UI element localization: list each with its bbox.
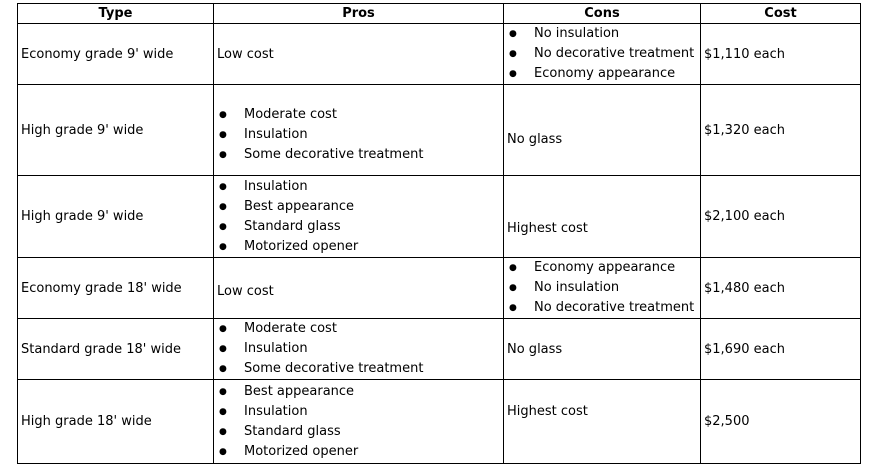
table-row: High grade 9' wide Insulation Best appea… [17, 175, 861, 258]
list-item: No decorative treatment [507, 44, 697, 64]
table-row: High grade 9' wide Moderate cost Insulat… [17, 84, 861, 176]
pros-cell: Moderate cost Insulation Some decorative… [213, 84, 504, 176]
header-pros: Pros [213, 3, 504, 24]
cons-cell: Economy appearance No insulation No deco… [503, 257, 701, 319]
comparison-table: Type Pros Cons Cost Economy grade 9' wid… [17, 3, 861, 464]
cost-cell: $1,110 each [700, 23, 861, 85]
list-item: Insulation [217, 402, 500, 422]
type-cell: Economy grade 9' wide [17, 23, 214, 85]
type-cell: Economy grade 18' wide [17, 257, 214, 319]
list-item: Some decorative treatment [217, 145, 500, 165]
header-cost: Cost [700, 3, 861, 24]
header-type: Type [17, 3, 214, 24]
type-cell: Standard grade 18' wide [17, 318, 214, 380]
list-item: Motorized opener [217, 237, 500, 257]
list-item: Economy appearance [507, 64, 697, 84]
list-item: No insulation [507, 24, 697, 44]
cons-cell: Highest cost [503, 379, 701, 464]
list-item: Moderate cost [217, 105, 500, 125]
list-item: Moderate cost [217, 319, 500, 339]
cons-cell: Highest cost [503, 175, 701, 258]
list-item: Insulation [217, 177, 500, 197]
list-item: Insulation [217, 339, 500, 359]
list-item: Some decorative treatment [217, 359, 500, 379]
list-item: Best appearance [217, 197, 500, 217]
list-item: Standard glass [217, 217, 500, 237]
type-cell: High grade 9' wide [17, 175, 214, 258]
cost-cell: $1,480 each [700, 257, 861, 319]
header-row: Type Pros Cons Cost [17, 3, 861, 24]
type-cell: High grade 18' wide [17, 379, 214, 464]
list-item: Insulation [217, 125, 500, 145]
cons-cell: No insulation No decorative treatment Ec… [503, 23, 701, 85]
list-item: Motorized opener [217, 442, 500, 462]
cost-cell: $1,320 each [700, 84, 861, 176]
list-item: Economy appearance [507, 258, 697, 278]
pros-cell: Low cost [213, 257, 504, 319]
pros-cell: Moderate cost Insulation Some decorative… [213, 318, 504, 380]
cost-cell: $2,500 [700, 379, 861, 464]
pros-cell: Best appearance Insulation Standard glas… [213, 379, 504, 464]
list-item: Best appearance [217, 382, 500, 402]
cons-cell: No glass [503, 84, 701, 176]
list-item: Standard glass [217, 422, 500, 442]
type-cell: High grade 9' wide [17, 84, 214, 176]
cost-cell: $2,100 each [700, 175, 861, 258]
cons-cell: No glass [503, 318, 701, 380]
table-row: Standard grade 18' wide Moderate cost In… [17, 318, 861, 380]
cost-cell: $1,690 each [700, 318, 861, 380]
pros-cell: Low cost [213, 23, 504, 85]
table-row: Economy grade 9' wide Low cost No insula… [17, 23, 861, 85]
table-row: Economy grade 18' wide Low cost Economy … [17, 257, 861, 319]
pros-cell: Insulation Best appearance Standard glas… [213, 175, 504, 258]
list-item: No decorative treatment [507, 298, 697, 318]
header-cons: Cons [503, 3, 701, 24]
list-item: No insulation [507, 278, 697, 298]
table-row: High grade 18' wide Best appearance Insu… [17, 379, 861, 464]
